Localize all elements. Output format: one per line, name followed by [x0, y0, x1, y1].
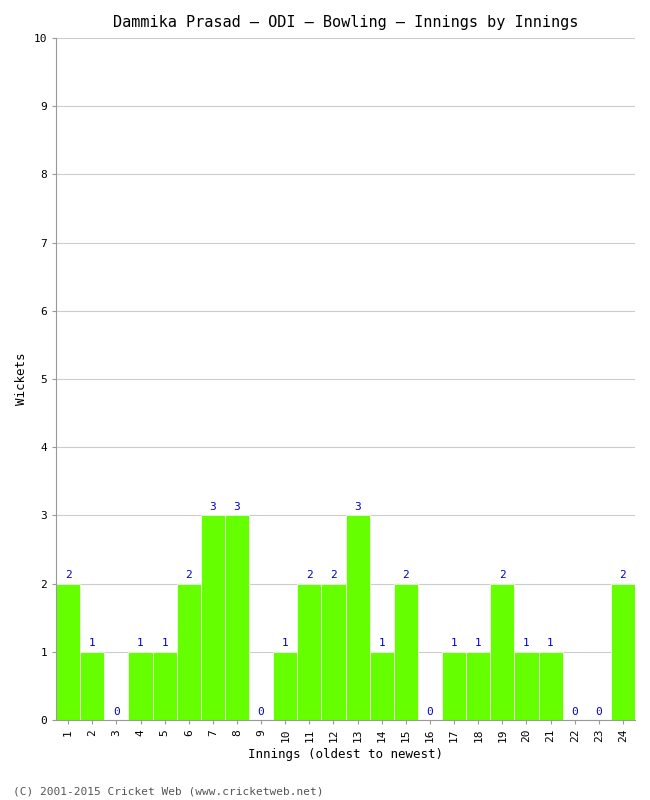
Bar — [80, 652, 105, 720]
Bar — [490, 583, 514, 720]
Text: 0: 0 — [426, 706, 434, 717]
Text: 2: 2 — [306, 570, 313, 580]
Bar — [394, 583, 418, 720]
Bar — [129, 652, 153, 720]
Title: Dammika Prasad – ODI – Bowling – Innings by Innings: Dammika Prasad – ODI – Bowling – Innings… — [113, 15, 578, 30]
Bar — [273, 652, 297, 720]
Text: 3: 3 — [354, 502, 361, 512]
Text: 0: 0 — [595, 706, 602, 717]
Text: 1: 1 — [89, 638, 96, 648]
Text: 0: 0 — [113, 706, 120, 717]
Text: 1: 1 — [450, 638, 458, 648]
Bar — [442, 652, 466, 720]
Text: 3: 3 — [233, 502, 240, 512]
Bar — [153, 652, 177, 720]
Text: 1: 1 — [523, 638, 530, 648]
Bar — [225, 515, 249, 720]
Bar — [611, 583, 635, 720]
X-axis label: Innings (oldest to newest): Innings (oldest to newest) — [248, 748, 443, 761]
Bar — [297, 583, 321, 720]
Bar — [370, 652, 394, 720]
Bar — [346, 515, 370, 720]
Text: 1: 1 — [475, 638, 482, 648]
Text: 1: 1 — [378, 638, 385, 648]
Text: 1: 1 — [161, 638, 168, 648]
Bar — [538, 652, 563, 720]
Bar — [177, 583, 201, 720]
Bar — [321, 583, 346, 720]
Bar — [56, 583, 80, 720]
Bar — [201, 515, 225, 720]
Text: 2: 2 — [402, 570, 410, 580]
Bar — [514, 652, 538, 720]
Text: (C) 2001-2015 Cricket Web (www.cricketweb.net): (C) 2001-2015 Cricket Web (www.cricketwe… — [13, 786, 324, 796]
Text: 2: 2 — [185, 570, 192, 580]
Text: 2: 2 — [65, 570, 72, 580]
Bar — [466, 652, 490, 720]
Y-axis label: Wickets: Wickets — [15, 353, 28, 406]
Text: 3: 3 — [209, 502, 216, 512]
Text: 2: 2 — [499, 570, 506, 580]
Text: 1: 1 — [137, 638, 144, 648]
Text: 2: 2 — [330, 570, 337, 580]
Text: 0: 0 — [258, 706, 265, 717]
Text: 0: 0 — [571, 706, 578, 717]
Text: 2: 2 — [619, 570, 627, 580]
Text: 1: 1 — [282, 638, 289, 648]
Text: 1: 1 — [547, 638, 554, 648]
